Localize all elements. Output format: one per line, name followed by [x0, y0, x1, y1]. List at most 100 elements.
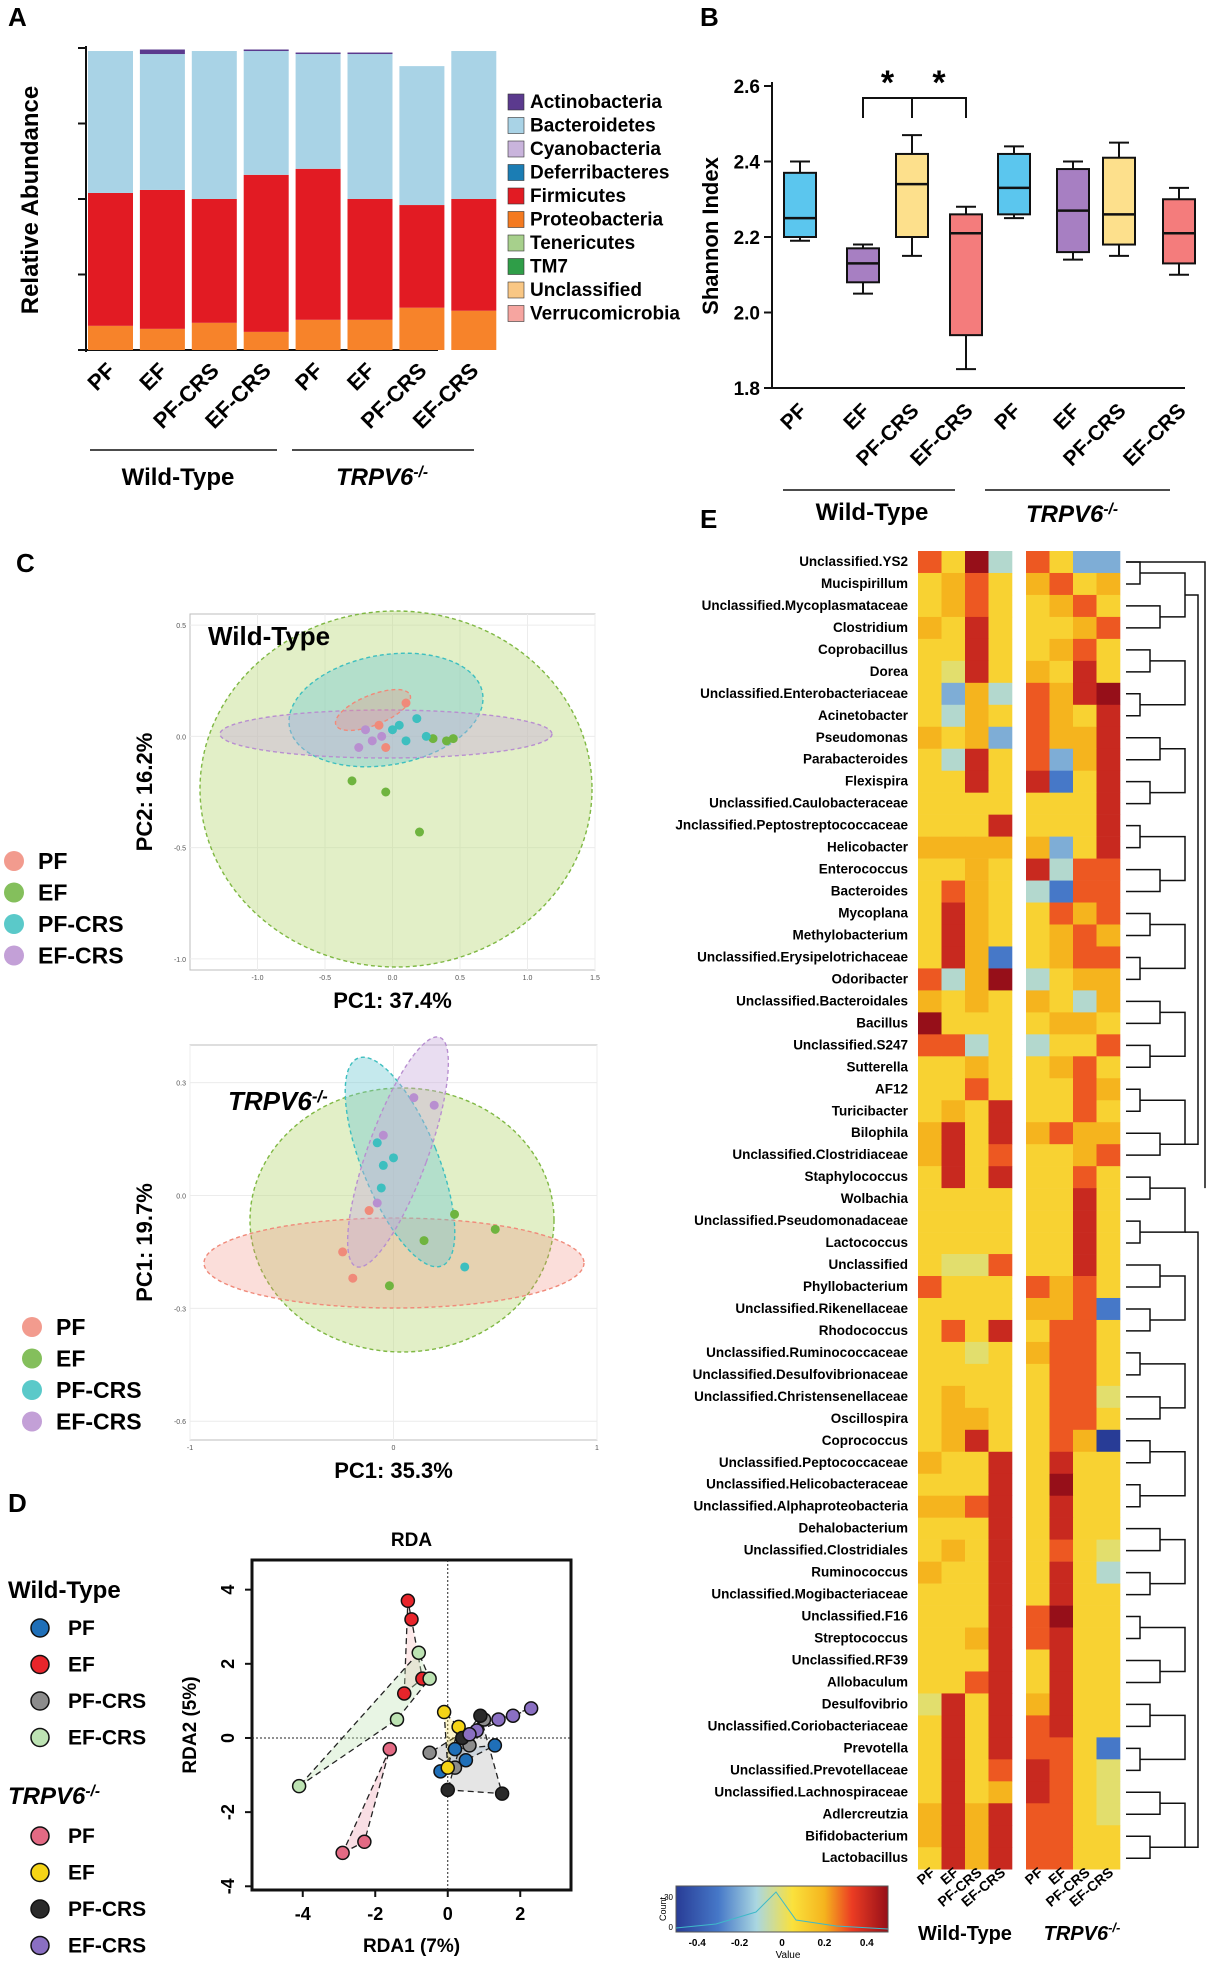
heatmap-cell: [1026, 1188, 1050, 1211]
box: [846, 247, 880, 284]
heatmap-cell: [1049, 551, 1074, 574]
dendrogram-branch: [1126, 1396, 1161, 1420]
heatmap-cell: [1073, 1583, 1097, 1606]
heatmap-cell: [1049, 1144, 1074, 1167]
heatmap-cell: [1073, 1517, 1097, 1540]
heatmap-cell: [1073, 1210, 1097, 1233]
heatmap-row-label: Lactococcus: [825, 1235, 908, 1250]
y-tick-label: 4: [218, 1585, 238, 1595]
heatmap-cell: [1096, 551, 1121, 574]
heatmap-row-label: Rhodococcus: [819, 1323, 908, 1338]
color-key-tick-label: 0.2: [817, 1938, 831, 1949]
heatmap-cell: [918, 1429, 942, 1453]
heatmap-cell: [1026, 1561, 1050, 1584]
dendrogram-branch: [1126, 1835, 1151, 1859]
heatmap-row-label: Bifidobacterium: [805, 1828, 908, 1843]
heatmap-cell: [1049, 1254, 1074, 1277]
heatmap-cell: [918, 726, 942, 750]
panel-letter-b: B: [700, 2, 719, 32]
heatmap-cell: [965, 1363, 989, 1387]
legend-label: EF-CRS: [68, 1727, 146, 1750]
heatmap-cell: [988, 814, 1013, 837]
legend-dot: [4, 914, 24, 934]
x-tick-label: EF: [134, 358, 172, 396]
heatmap-cell: [1073, 792, 1097, 815]
heatmap-cell: [918, 1210, 942, 1233]
heatmap-cell: [1096, 1649, 1121, 1672]
heatmap-row-label: Helicobacter: [827, 840, 909, 855]
heatmap-cell: [1026, 1078, 1050, 1101]
legend-label: Proteobacteria: [530, 210, 663, 231]
heatmap-row-label: Unclassified.Pseudomonadaceae: [694, 1213, 908, 1228]
data-point: [376, 1183, 386, 1193]
heatmap-cell: [1049, 682, 1074, 706]
heatmap-cell: [1026, 1429, 1050, 1453]
heatmap-cell: [965, 1561, 989, 1584]
heatmap-cell: [941, 1122, 966, 1145]
heatmap-cell: [1026, 1232, 1050, 1255]
heatmap-cell: [941, 924, 966, 947]
heatmap-cell: [1049, 1122, 1074, 1145]
heatmap-cell: [965, 551, 989, 574]
heatmap-cell: [941, 1319, 966, 1343]
data-point: [460, 1262, 470, 1272]
plot-title: TRPV6-/-: [228, 1086, 328, 1116]
panel-letter-d: D: [8, 1488, 27, 1518]
heatmap-cell: [1049, 1034, 1074, 1057]
heatmap-cell: [1096, 638, 1121, 662]
heatmap-cell: [1073, 726, 1097, 750]
heatmap-cell: [1096, 1166, 1121, 1189]
heatmap-cell: [941, 1627, 966, 1650]
heatmap-cell: [941, 968, 966, 991]
data-point: [381, 787, 391, 797]
dendrogram-branch: [1150, 747, 1186, 794]
significance-star: *: [932, 64, 946, 102]
heatmap-cell: [1026, 1451, 1050, 1475]
heatmap-cell: [1026, 1034, 1050, 1057]
bar-segment-firmicutes: [139, 189, 185, 329]
y-axis-label: RDA2 (5%): [180, 1676, 201, 1773]
data-point: [440, 1782, 455, 1798]
heatmap-cell: [988, 660, 1013, 684]
heatmap-cell: [1096, 1539, 1121, 1562]
heatmap-cell: [1073, 638, 1097, 662]
heatmap-cell: [1073, 1627, 1097, 1650]
heatmap-cell: [1096, 1561, 1121, 1584]
heatmap-cell: [941, 726, 966, 750]
heatmap-cell: [1073, 748, 1097, 771]
data-point: [442, 736, 451, 746]
heatmap-cell: [1096, 1451, 1121, 1475]
panel-letter-a: A: [8, 2, 27, 32]
data-point: [372, 1138, 382, 1148]
heatmap-cell: [941, 1166, 966, 1189]
heatmap-cell: [918, 1166, 942, 1189]
heatmap-cell: [941, 770, 966, 793]
heatmap-row-label: Enterococcus: [819, 862, 908, 877]
data-point: [400, 1593, 416, 1609]
heatmap-cell: [1049, 1517, 1074, 1540]
dendrogram-branch: [1126, 1176, 1151, 1200]
panel-e-heatmap: Unclassified.YS2 Mucispirillum Unclassifie…: [658, 551, 1206, 1961]
heatmap-cell: [941, 902, 966, 925]
bar-segment-bacteroidetes: [88, 51, 133, 193]
heatmap-cell: [1026, 682, 1050, 706]
heatmap-cell: [1026, 924, 1050, 947]
heatmap-cell: [941, 660, 966, 684]
bar-segment-bacteroidetes: [191, 51, 237, 199]
dendrogram-branch: [1126, 605, 1161, 629]
dendrogram-branch: [1150, 1275, 1186, 1321]
heatmap-cell: [1026, 968, 1050, 991]
y-tick-label: 0.5: [176, 623, 186, 630]
legend-swatch: [507, 258, 525, 275]
heatmap-cell: [1073, 660, 1097, 684]
heatmap-cell: [965, 1122, 989, 1145]
heatmap-cell: [1049, 924, 1074, 947]
legend-dot: [30, 1862, 50, 1883]
x-tick-label: EF: [839, 399, 874, 434]
legend-dot: [4, 851, 24, 871]
legend-dot: [22, 1380, 42, 1400]
group-label-wildtype: Wild-Type: [816, 499, 929, 526]
heatmap-cell: [965, 1451, 989, 1475]
heatmap-cell: [941, 1429, 966, 1453]
